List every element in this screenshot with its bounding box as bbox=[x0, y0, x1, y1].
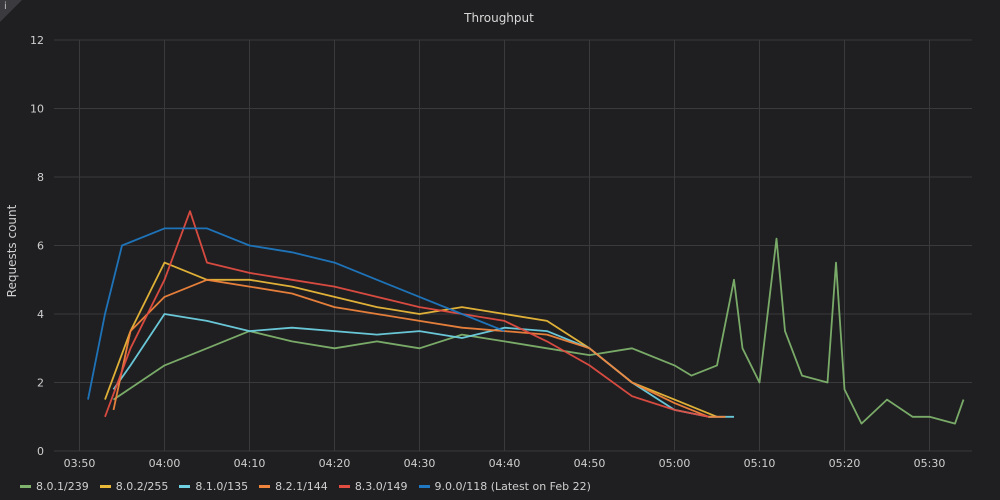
series-line-4[interactable] bbox=[104, 210, 709, 418]
legend-item[interactable]: 8.2.1/144 bbox=[259, 480, 328, 493]
series-lines bbox=[87, 210, 965, 425]
series-line-3[interactable] bbox=[112, 278, 726, 418]
legend-item[interactable]: 8.0.1/239 bbox=[20, 480, 89, 493]
series-line-2[interactable] bbox=[112, 313, 735, 418]
grid: 0 2 4 6 8 10 12 03:50 04:00 04:10 04:20 04:30 04:40 0… bbox=[30, 34, 972, 470]
series-line-5[interactable] bbox=[87, 227, 505, 400]
legend-item[interactable]: 8.0.2/255 bbox=[99, 479, 169, 493]
legend-item[interactable]: 9.0.0/118 (Latest on Feb 22) bbox=[418, 479, 591, 493]
legend-label: 8.1.0/135 bbox=[195, 479, 249, 493]
legend-swatch bbox=[418, 484, 430, 488]
legend-swatch bbox=[338, 484, 350, 488]
legend-swatch bbox=[179, 484, 191, 488]
throughput-chart: Throughput Requests count 0 2 4 6 8 10 12 03:50… bbox=[5, 11, 972, 470]
x-tick-label: 04:20 bbox=[319, 457, 351, 470]
x-tick-label: 04:40 bbox=[489, 457, 521, 470]
series-line-1[interactable] bbox=[104, 261, 718, 418]
legend-item[interactable]: 8.3.0/149 bbox=[338, 479, 408, 493]
y-tick-label: 8 bbox=[37, 171, 44, 184]
legend-swatch bbox=[259, 484, 271, 488]
x-tick-label: 05:00 bbox=[659, 457, 691, 470]
x-tick-label: 04:50 bbox=[574, 457, 606, 470]
y-tick-label: 12 bbox=[30, 34, 44, 47]
y-axis-label: Requests count bbox=[5, 204, 19, 297]
info-icon[interactable]: i bbox=[4, 1, 7, 12]
x-tick-label: 05:30 bbox=[914, 457, 946, 470]
legend-label: 8.0.1/239 bbox=[36, 479, 89, 493]
legend-label: 8.2.1/144 bbox=[275, 479, 328, 493]
y-tick-label: 6 bbox=[37, 240, 44, 253]
y-tick-label: 2 bbox=[37, 377, 44, 390]
x-tick-label: 05:20 bbox=[829, 457, 861, 470]
y-tick-label: 10 bbox=[30, 103, 44, 116]
legend: 8.0.1/239 8.0.2/255 8.1.0/135 8.2.1/144 8.3.… bbox=[20, 478, 591, 494]
y-tick-label: 4 bbox=[37, 308, 44, 321]
x-tick-label: 04:00 bbox=[149, 457, 181, 470]
series-line-0[interactable] bbox=[112, 237, 965, 425]
x-tick-label: 05:10 bbox=[744, 457, 776, 470]
legend-label: 8.0.2/255 bbox=[115, 479, 169, 493]
x-tick-label: 03:50 bbox=[64, 457, 96, 470]
legend-label: 8.3.0/149 bbox=[354, 479, 408, 493]
chart-title: Throughput bbox=[463, 11, 534, 25]
x-tick-label: 04:30 bbox=[404, 457, 436, 470]
legend-swatch bbox=[99, 484, 111, 488]
legend-item[interactable]: 8.1.0/135 bbox=[179, 480, 248, 493]
x-tick-label: 04:10 bbox=[234, 457, 266, 470]
y-tick-label: 0 bbox=[37, 445, 44, 458]
legend-label: 9.0.0/118 (Latest on Feb 22) bbox=[434, 479, 591, 493]
panel-info-corner[interactable] bbox=[0, 0, 22, 22]
legend-swatch bbox=[20, 484, 31, 488]
